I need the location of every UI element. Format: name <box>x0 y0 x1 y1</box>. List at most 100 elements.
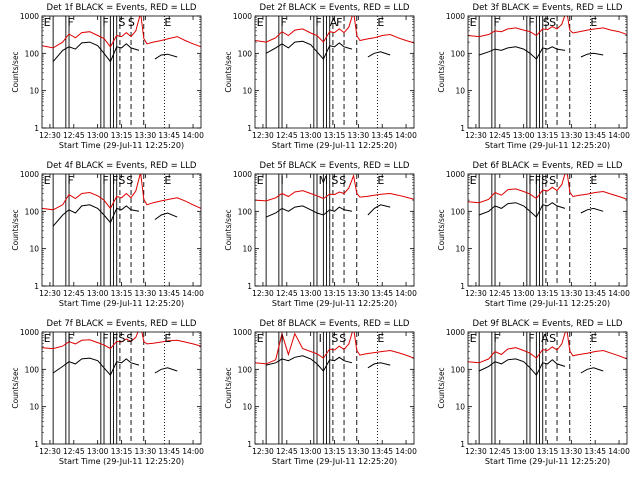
x-tick-label: 13:15 <box>111 289 133 298</box>
x-tick-label: 13:15 <box>537 289 559 298</box>
lld-series-line <box>42 16 201 49</box>
x-tick-label: 13:45 <box>584 289 606 298</box>
x-tick-label: 12:45 <box>489 447 511 456</box>
y-axis-label: Counts/sec <box>437 51 446 92</box>
annotation-label: F <box>67 174 73 187</box>
events-series-line <box>265 355 391 372</box>
annotation-label: S <box>126 174 133 187</box>
x-axis-label: Start Time (29-Jul-11 12:25:20) <box>272 141 397 150</box>
y-tick-label: 1000 <box>20 12 39 21</box>
lld-series-line <box>255 174 414 202</box>
y-tick-label: 10 <box>242 245 252 254</box>
x-tick-label: 12:30 <box>252 447 274 456</box>
x-tick-label: 12:30 <box>465 289 487 298</box>
annotation-label: S <box>549 332 556 345</box>
x-tick-label: 12:30 <box>39 289 61 298</box>
x-tick-label: 13:15 <box>111 447 133 456</box>
x-axis-label: Start Time (29-Jul-11 12:25:20) <box>59 457 184 466</box>
x-tick-label: 13:15 <box>324 131 346 140</box>
x-axis-label: Start Time (29-Jul-11 12:25:20) <box>485 141 610 150</box>
lld-series-line <box>255 332 414 365</box>
annotation-label: M <box>319 174 329 187</box>
x-tick-label: 13:15 <box>324 289 346 298</box>
annotation-label: E <box>590 16 597 29</box>
x-tick-label: 13:45 <box>584 131 606 140</box>
y-tick-label: 100 <box>451 365 466 374</box>
annotation-label: I <box>280 332 283 345</box>
events-series-line <box>478 202 604 218</box>
annotation-label: I <box>280 174 283 187</box>
y-axis-label: Counts/sec <box>11 367 20 408</box>
annotation-label: S <box>331 332 338 345</box>
annotation-label: F <box>535 174 541 187</box>
x-tick-label: 13:45 <box>371 131 393 140</box>
y-tick-label: 100 <box>451 207 466 216</box>
x-tick-label: 12:30 <box>39 447 61 456</box>
annotation-label: E <box>257 16 264 29</box>
y-tick-label: 1 <box>247 124 252 133</box>
annotation-label: F <box>67 332 73 345</box>
annotation-label: E <box>44 16 51 29</box>
y-axis-label: Counts/sec <box>11 209 20 250</box>
y-tick-label: 100 <box>238 365 253 374</box>
x-tick-label: 13:30 <box>561 289 583 298</box>
y-tick-label: 10 <box>29 245 39 254</box>
y-tick-label: 100 <box>451 49 466 58</box>
chart-title: Det 3f BLACK = Events, RED = LLD <box>473 3 623 13</box>
x-tick-label: 13:00 <box>513 131 535 140</box>
y-tick-label: 100 <box>25 207 40 216</box>
chart-title: Det 4f BLACK = Events, RED = LLD <box>47 161 197 171</box>
x-tick-label: 12:45 <box>276 289 298 298</box>
annotation-label: F <box>102 16 108 29</box>
x-tick-label: 13:00 <box>513 289 535 298</box>
x-tick-label: 13:30 <box>135 131 157 140</box>
y-tick-label: 10 <box>242 403 252 412</box>
y-tick-label: 100 <box>25 365 40 374</box>
x-tick-label: 13:00 <box>87 131 109 140</box>
x-tick-label: 12:30 <box>465 447 487 456</box>
x-tick-label: 12:45 <box>489 131 511 140</box>
y-tick-label: 10 <box>242 87 252 96</box>
y-tick-label: 1 <box>34 440 39 449</box>
annotation-label: S <box>541 174 548 187</box>
y-tick-label: 100 <box>25 49 40 58</box>
annotation-label: F <box>528 16 534 29</box>
lld-series-line <box>42 332 201 350</box>
annotation-label: F <box>528 332 534 345</box>
events-series-line <box>478 46 604 60</box>
x-tick-label: 12:30 <box>252 289 274 298</box>
y-tick-label: 1 <box>34 124 39 133</box>
annotation-label: F <box>493 16 499 29</box>
events-series-line <box>478 358 604 376</box>
chart-title: Det 5f BLACK = Events, RED = LLD <box>260 161 410 171</box>
x-tick-label: 13:30 <box>561 131 583 140</box>
annotation-label: E <box>470 332 477 345</box>
annotation-label: I <box>319 332 322 345</box>
annotation-label: F <box>112 332 118 345</box>
x-tick-label: 13:45 <box>158 289 180 298</box>
annotation-label: E <box>590 332 597 345</box>
annotation-label: S <box>549 16 556 29</box>
annotation-label: E <box>164 16 171 29</box>
chart-title: Det 9f BLACK = Events, RED = LLD <box>473 319 623 329</box>
lld-series-line <box>42 174 201 211</box>
annotation-label: F <box>102 174 108 187</box>
events-series-line <box>265 204 391 218</box>
annotation-label: F <box>315 16 321 29</box>
annotation-label: E <box>44 174 51 187</box>
x-tick-label: 12:45 <box>276 447 298 456</box>
x-tick-label: 14:00 <box>182 447 204 456</box>
y-tick-label: 100 <box>238 49 253 58</box>
x-tick-label: 13:15 <box>324 447 346 456</box>
x-tick-label: 12:30 <box>252 131 274 140</box>
y-tick-label: 10 <box>455 245 465 254</box>
x-tick-label: 13:00 <box>300 447 322 456</box>
y-axis-label: Counts/sec <box>437 209 446 250</box>
